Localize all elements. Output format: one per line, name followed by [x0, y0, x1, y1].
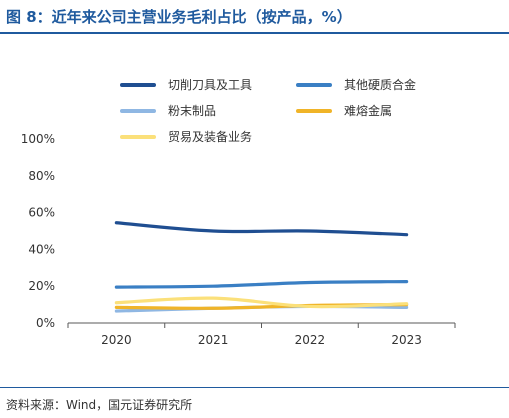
x-tick-label: 2023	[391, 333, 422, 347]
y-tick-label: 100%	[21, 132, 55, 146]
footer-divider	[0, 387, 509, 388]
legend-swatch	[120, 134, 156, 139]
legend-swatch	[120, 82, 156, 87]
legend-swatch	[296, 108, 332, 113]
x-tick-label: 2020	[101, 333, 132, 347]
legend-label: 切削刀具及工具	[168, 78, 253, 92]
y-tick-label: 60%	[28, 206, 55, 220]
y-tick-label: 80%	[28, 169, 55, 183]
legend-label: 其他硬质合金	[344, 78, 417, 92]
series-line-2	[114, 280, 409, 289]
legend-item: 粉末制品	[120, 102, 216, 119]
series-line-1	[114, 221, 409, 237]
y-tick-label: 40%	[28, 242, 55, 256]
legend-swatch	[120, 108, 156, 113]
legend-item: 贸易及装备业务	[120, 128, 252, 145]
y-tick-label: 0%	[36, 316, 55, 330]
x-tick-label: 2021	[198, 333, 229, 347]
legend-item: 难熔金属	[296, 102, 392, 119]
line-chart: 0% 20% 40% 60% 80% 100% 2020 2021 2022 2023	[21, 132, 456, 347]
series-line-5	[114, 296, 409, 309]
y-tick-label: 20%	[28, 279, 55, 293]
chart-title: 图 8：近年来公司主营业务毛利占比（按产品，%）	[6, 8, 352, 26]
legend-item: 切削刀具及工具	[120, 76, 252, 93]
x-tick-label: 2022	[295, 333, 326, 347]
legend-swatch	[296, 82, 332, 87]
title-divider	[0, 32, 509, 34]
source-note: 资料来源：Wind，国元证券研究所	[6, 398, 193, 412]
legend-item: 其他硬质合金	[296, 76, 416, 93]
legend-label: 粉末制品	[168, 104, 217, 118]
legend-label: 贸易及装备业务	[168, 130, 253, 144]
legend-label: 难熔金属	[344, 104, 393, 118]
